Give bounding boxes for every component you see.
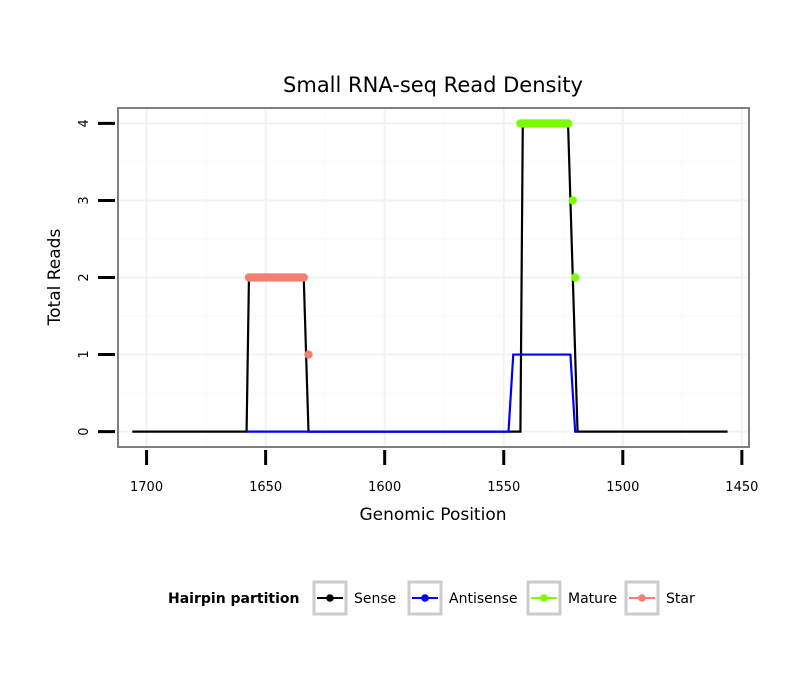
legend: Hairpin partition Sense Antisense Mature St… xyxy=(168,580,695,616)
plot-border xyxy=(117,107,750,448)
series-line-antisense xyxy=(246,353,578,433)
legend-key-point-sense xyxy=(326,594,334,602)
data-point-mature xyxy=(563,119,573,128)
y-tick-label: 0 xyxy=(77,427,92,435)
y-axis: 0 1 2 3 4 xyxy=(77,119,115,436)
legend-label-mature: Mature xyxy=(568,591,617,607)
chart-title: Small RNA-seq Read Density xyxy=(283,73,583,97)
y-axis-title: Total Reads xyxy=(45,229,65,327)
legend-key-point-star xyxy=(638,594,646,602)
legend-key-point-antisense xyxy=(421,594,429,602)
legend-title: Hairpin partition xyxy=(168,591,299,607)
series-layer xyxy=(132,119,728,433)
data-point-star xyxy=(299,273,308,282)
plot-panel xyxy=(117,107,750,448)
x-axis: 1700 1650 1600 1550 1500 1450 xyxy=(130,450,758,495)
y-tick-label: 1 xyxy=(77,350,92,358)
x-tick-label: 1600 xyxy=(368,480,401,495)
legend-label-sense: Sense xyxy=(354,591,396,607)
x-tick-label: 1650 xyxy=(249,480,282,495)
x-tick-label: 1700 xyxy=(130,480,163,495)
x-tick-label: 1550 xyxy=(487,480,520,495)
legend-label-star: Star xyxy=(666,591,695,607)
data-point-mature xyxy=(570,273,580,282)
y-tick-label: 2 xyxy=(77,273,92,281)
x-axis-title: Genomic Position xyxy=(359,505,506,525)
y-tick-label: 3 xyxy=(77,196,92,204)
data-point-star xyxy=(304,350,313,359)
legend-label-antisense: Antisense xyxy=(449,591,518,607)
y-tick-label: 4 xyxy=(77,119,92,127)
x-tick-label: 1500 xyxy=(606,480,639,495)
x-tick-label: 1450 xyxy=(725,480,758,495)
legend-key-point-mature xyxy=(540,594,548,602)
data-point-mature xyxy=(568,196,577,205)
